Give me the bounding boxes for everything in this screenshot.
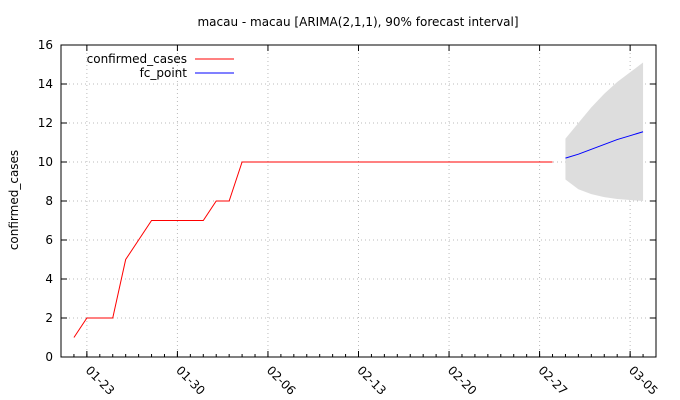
y-axis-ticks: 0 2 4 6 8 10 12 14 16 [38, 38, 656, 364]
y-tick-label: 12 [38, 116, 53, 130]
x-tick-label: 02-13 [354, 363, 389, 398]
y-tick-label: 14 [38, 77, 53, 91]
y-axis-label: confirmed_cases [7, 150, 21, 250]
y-tick-label: 16 [38, 38, 53, 52]
x-tick-label: 01-30 [173, 363, 208, 398]
x-tick-label: 02-06 [264, 363, 299, 398]
series-line-confirmed-cases [73, 161, 553, 338]
x-tick-label: 03-05 [626, 363, 661, 398]
y-tick-label: 2 [45, 311, 53, 325]
forecast-interval-band [565, 62, 644, 201]
y-tick-label: 10 [38, 155, 53, 169]
legend-label: confirmed_cases [87, 52, 187, 66]
chart-title: macau - macau [ARIMA(2,1,1), 90% forecas… [197, 15, 518, 29]
forecast-band [565, 62, 644, 201]
y-tick-label: 4 [45, 272, 53, 286]
y-tick-label: 0 [45, 350, 53, 364]
series-line-fc-point [565, 131, 644, 159]
y-tick-label: 6 [45, 233, 53, 247]
y-tick-label: 8 [45, 194, 53, 208]
grid [61, 45, 656, 357]
x-tick-label: 02-27 [535, 363, 570, 398]
series-lines [73, 131, 644, 338]
legend-label: fc_point [140, 66, 188, 80]
x-tick-label: 02-20 [445, 363, 480, 398]
x-tick-label: 01-23 [83, 363, 118, 398]
